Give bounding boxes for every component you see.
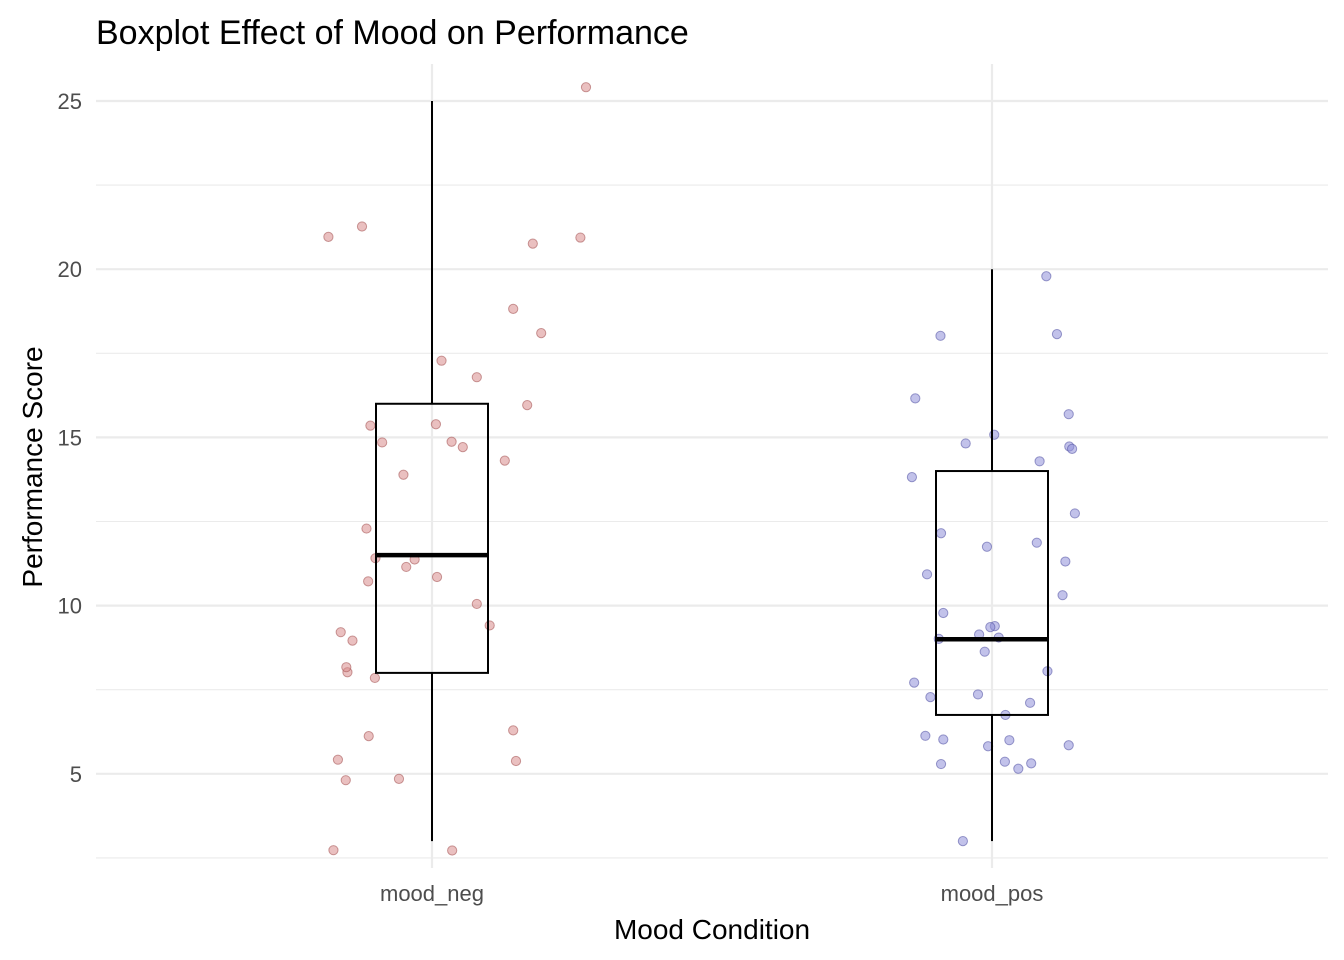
y-tick-label: 25	[58, 89, 82, 114]
box-iqr	[935, 470, 1049, 716]
data-point	[1066, 443, 1078, 454]
data-point	[938, 734, 949, 745]
data-point	[510, 755, 522, 767]
data-point	[328, 845, 339, 856]
data-point	[536, 328, 547, 339]
data-point	[369, 672, 380, 684]
data-point	[499, 455, 510, 466]
data-point	[1031, 537, 1042, 548]
data-point	[527, 238, 538, 249]
data-point	[1069, 508, 1080, 519]
data-point	[398, 469, 409, 480]
data-point	[935, 758, 947, 770]
data-point	[431, 571, 443, 583]
data-point	[365, 420, 376, 431]
data-point	[935, 528, 947, 539]
data-point	[393, 773, 405, 784]
y-tick-label: 20	[58, 257, 82, 282]
data-point	[960, 438, 971, 449]
data-point	[580, 82, 592, 93]
data-point	[910, 393, 921, 404]
data-point	[981, 541, 993, 552]
data-point	[430, 419, 442, 430]
data-point	[340, 775, 351, 786]
data-point	[1051, 329, 1063, 340]
x-axis-title: Mood Condition	[614, 914, 810, 945]
data-point	[471, 598, 482, 610]
data-point	[979, 646, 990, 657]
x-tick-label: mood_neg	[380, 881, 484, 906]
data-point	[985, 622, 996, 633]
data-point	[1024, 697, 1036, 708]
data-point	[909, 677, 920, 688]
data-point	[323, 231, 334, 243]
x-tick-label: mood_pos	[941, 881, 1044, 906]
data-point	[1034, 456, 1045, 467]
data-point	[377, 437, 388, 448]
data-point	[436, 355, 447, 366]
data-point	[906, 472, 918, 483]
data-point	[935, 330, 946, 341]
data-point	[508, 725, 519, 736]
data-point	[347, 635, 358, 646]
data-point	[1063, 409, 1074, 420]
data-point	[508, 303, 519, 315]
data-point	[401, 561, 412, 573]
data-point	[1060, 556, 1071, 567]
y-tick-labels: 5 10 15 20 25	[58, 89, 82, 787]
data-point	[920, 730, 931, 741]
data-point	[446, 436, 457, 447]
x-tick-labels: mood_neg mood_pos	[380, 881, 1043, 906]
jitter-points	[323, 82, 1080, 856]
data-point	[999, 756, 1010, 767]
data-point	[341, 662, 352, 673]
box-mood_neg	[375, 101, 489, 842]
boxes	[375, 101, 1049, 842]
y-tick-label: 15	[58, 425, 82, 450]
data-point	[972, 689, 984, 700]
data-point	[522, 400, 533, 411]
data-point	[356, 221, 368, 232]
box-mood_pos	[935, 269, 1049, 842]
data-point	[1004, 735, 1015, 746]
data-point	[363, 731, 374, 742]
data-point	[484, 620, 495, 631]
data-point	[575, 232, 586, 243]
y-tick-label: 5	[70, 762, 82, 787]
data-point	[921, 569, 933, 580]
data-point	[457, 442, 468, 453]
data-point	[1026, 758, 1037, 769]
data-point	[332, 754, 344, 765]
data-point	[361, 523, 372, 534]
data-point	[1057, 590, 1068, 601]
box-iqr	[375, 402, 489, 674]
data-point	[1013, 763, 1024, 774]
data-point	[335, 627, 346, 638]
y-tick-label: 10	[58, 594, 82, 619]
gridlines	[96, 64, 1328, 868]
data-point	[447, 845, 458, 856]
data-point	[938, 607, 949, 619]
chart-title: Boxplot Effect of Mood on Performance	[96, 14, 689, 52]
data-point	[925, 692, 936, 703]
data-point	[471, 372, 482, 383]
data-point	[1041, 271, 1052, 282]
y-axis-title: Performance Score	[17, 346, 48, 587]
data-point	[1063, 740, 1074, 751]
data-point	[957, 835, 968, 847]
data-point	[363, 576, 374, 587]
